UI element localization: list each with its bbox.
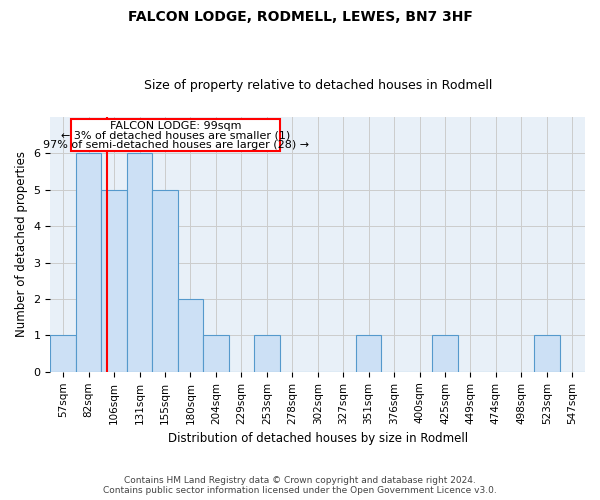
X-axis label: Distribution of detached houses by size in Rodmell: Distribution of detached houses by size … <box>167 432 468 445</box>
Text: Contains HM Land Registry data © Crown copyright and database right 2024.
Contai: Contains HM Land Registry data © Crown c… <box>103 476 497 495</box>
Bar <box>178 299 203 372</box>
FancyBboxPatch shape <box>71 118 280 150</box>
Text: FALCON LODGE: 99sqm: FALCON LODGE: 99sqm <box>110 121 241 131</box>
Bar <box>76 153 101 372</box>
Bar <box>101 190 127 372</box>
Bar <box>152 190 178 372</box>
Bar <box>534 336 560 372</box>
Bar <box>356 336 382 372</box>
Text: 97% of semi-detached houses are larger (28) →: 97% of semi-detached houses are larger (… <box>43 140 309 150</box>
Y-axis label: Number of detached properties: Number of detached properties <box>15 152 28 338</box>
Bar <box>127 153 152 372</box>
Title: Size of property relative to detached houses in Rodmell: Size of property relative to detached ho… <box>143 79 492 92</box>
Bar <box>254 336 280 372</box>
Bar <box>50 336 76 372</box>
Bar <box>432 336 458 372</box>
Text: ← 3% of detached houses are smaller (1): ← 3% of detached houses are smaller (1) <box>61 130 290 140</box>
Text: FALCON LODGE, RODMELL, LEWES, BN7 3HF: FALCON LODGE, RODMELL, LEWES, BN7 3HF <box>128 10 472 24</box>
Bar <box>203 336 229 372</box>
